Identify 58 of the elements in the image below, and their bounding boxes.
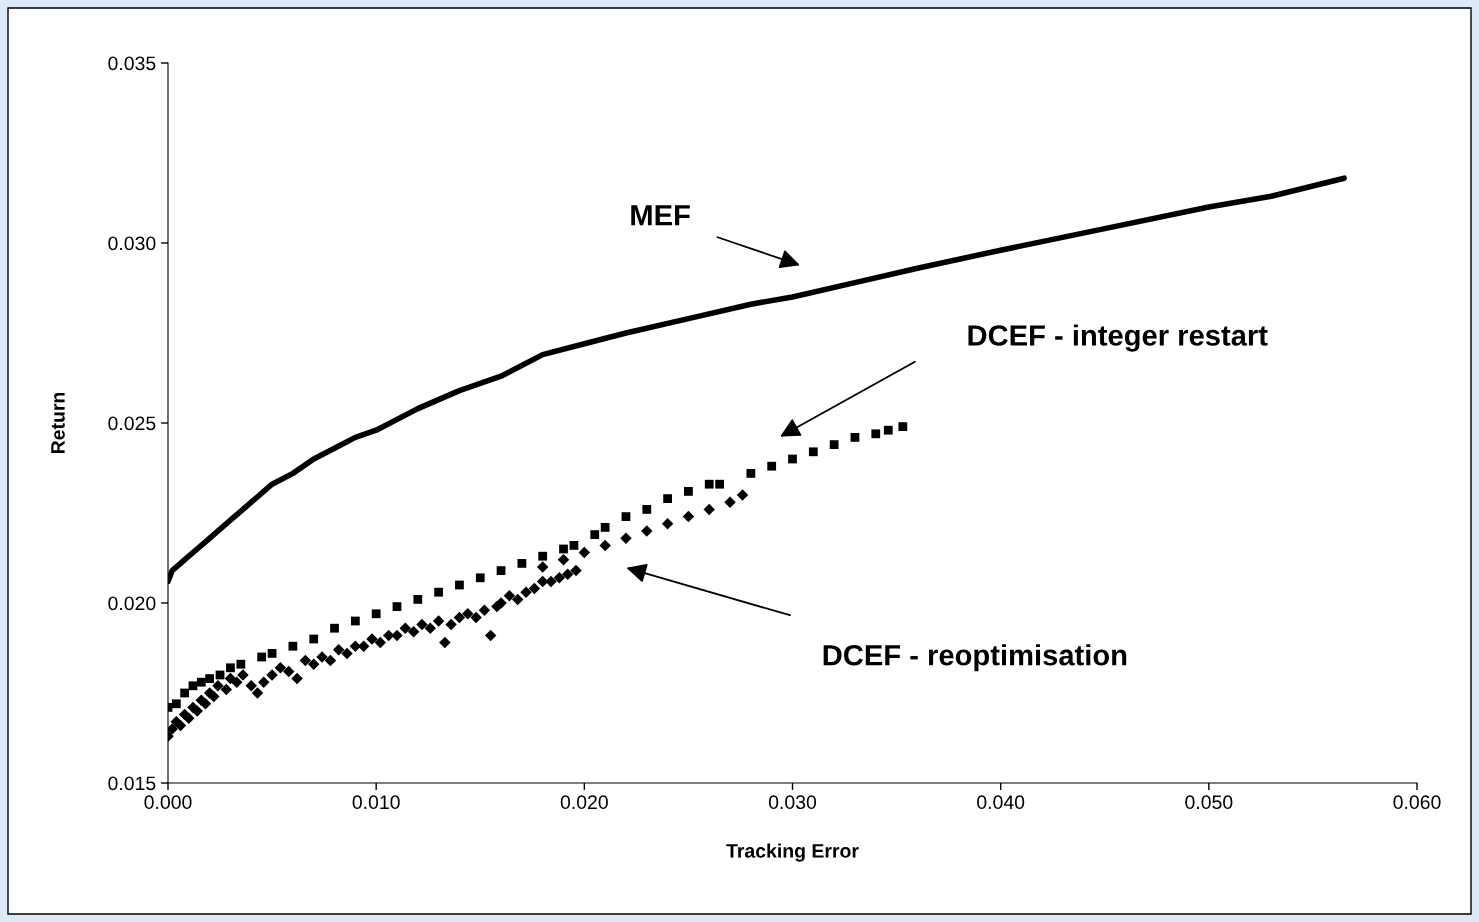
point: [829, 440, 839, 449]
point: [455, 580, 464, 590]
point: [883, 425, 893, 435]
point: [434, 587, 444, 597]
point: [413, 595, 423, 604]
y-tick-label: 0.030: [108, 236, 156, 251]
y-tick-label: 0.015: [108, 776, 156, 791]
x-tick-label: 0.030: [768, 795, 817, 810]
point: [715, 479, 725, 489]
x-tick-label: 0.040: [977, 795, 1025, 810]
point: [196, 677, 206, 687]
point: [205, 674, 215, 683]
point: [288, 641, 298, 651]
y-axis-title: Return: [51, 392, 65, 454]
point: [188, 681, 198, 691]
point: [621, 512, 631, 521]
point: [642, 505, 652, 514]
y-tick-label: 0.025: [108, 416, 156, 431]
point: [171, 699, 181, 709]
point: [517, 559, 527, 568]
x-tick-label: 0.050: [1185, 795, 1233, 810]
point: [808, 447, 818, 457]
point: [767, 461, 777, 471]
point: [330, 623, 339, 633]
x-axis-title: Tracking Error: [726, 843, 859, 862]
point: [267, 649, 277, 658]
point: [236, 659, 246, 669]
x-tick-label: 0.010: [352, 795, 400, 810]
point: [590, 530, 600, 539]
point: [600, 523, 610, 532]
point: [850, 433, 860, 442]
point: [392, 602, 402, 611]
point: [180, 688, 190, 698]
point: [350, 616, 360, 626]
point: [538, 551, 548, 561]
point: [496, 566, 506, 575]
point: [475, 573, 485, 583]
point: [257, 652, 267, 662]
annotation: DCEF - integer restart: [968, 324, 1268, 352]
y-tick-label: 0.035: [108, 56, 156, 71]
point: [226, 663, 235, 673]
point: [569, 541, 579, 550]
x-tick-label: 0.020: [560, 795, 608, 810]
annotation: MEF: [631, 205, 690, 226]
annotation: DCEF - reoptimisation: [823, 644, 1127, 672]
point: [871, 429, 881, 439]
point: [309, 634, 319, 644]
point: [684, 487, 693, 496]
point: [663, 494, 672, 503]
point: [371, 609, 381, 619]
point: [898, 422, 908, 431]
point: [746, 469, 756, 478]
y-tick-label: 0.020: [108, 596, 156, 611]
point: [788, 454, 797, 464]
x-tick-label: 0.060: [1393, 795, 1441, 810]
x-tick-label: 0.000: [144, 795, 192, 810]
point: [704, 479, 714, 489]
point: [559, 544, 568, 554]
